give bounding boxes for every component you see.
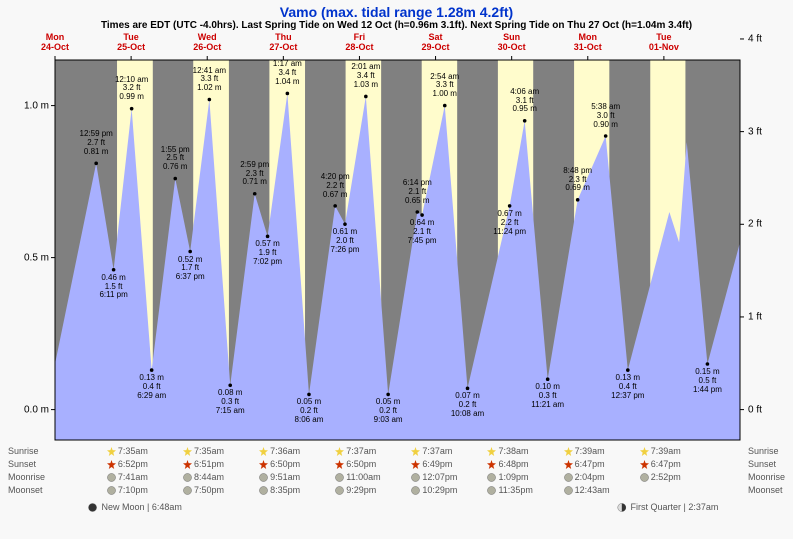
moon-phase-label: First Quarter | 2:37am (617, 502, 718, 512)
tide-annotation: 12:41 am3.3 ft1.02 m (193, 67, 226, 93)
y-label-ft: 4 ft (748, 33, 762, 44)
footer-value: 7:10pm (107, 485, 148, 495)
y-label-ft: 1 ft (748, 311, 762, 322)
footer-row-label: Moonrise (748, 472, 785, 482)
tide-annotation: 2:59 pm2.3 ft0.71 m (240, 161, 269, 187)
moon-phase-label: New Moon | 6:48am (88, 502, 182, 512)
tide-annotation: 4:20 pm2.2 ft0.67 m (321, 173, 350, 199)
footer-value: 11:35pm (487, 485, 532, 495)
tide-annotation: 2:54 am3.3 ft1.00 m (430, 73, 459, 99)
tide-annotation: 1:55 pm2.5 ft0.76 m (161, 146, 190, 172)
footer-value: 7:39am (640, 446, 681, 456)
y-label-ft: 0 ft (748, 404, 762, 415)
footer-value: 6:50pm (335, 459, 376, 469)
y-label-ft: 2 ft (748, 219, 762, 230)
tide-annotation: 0.07 m0.2 ft10:08 am (451, 392, 484, 418)
footer-value: 11:00am (335, 472, 380, 482)
footer-value: 7:38am (487, 446, 528, 456)
x-date-label: Thu27-Oct (269, 32, 297, 52)
x-date-label: Fri28-Oct (345, 32, 373, 52)
y-label-m: 0.5 m (15, 252, 49, 263)
footer-row-label: Sunset (748, 459, 776, 469)
footer-value: 7:35am (183, 446, 224, 456)
footer-value: 7:39am (564, 446, 605, 456)
x-date-label: Tue25-Oct (117, 32, 145, 52)
footer-value: 6:47pm (640, 459, 681, 469)
footer-value: 6:49pm (411, 459, 452, 469)
tide-annotation: 0.46 m1.5 ft6:11 pm (99, 274, 127, 300)
tide-annotation: 6:14 pm2.1 ft0.65 m (403, 179, 432, 205)
footer-value: 7:37am (335, 446, 376, 456)
footer-value: 6:47pm (564, 459, 605, 469)
footer-value: 7:37am (411, 446, 452, 456)
footer-value: 12:07pm (411, 472, 457, 482)
footer-value: 6:52pm (107, 459, 148, 469)
footer-value: 1:09pm (487, 472, 528, 482)
footer-value: 2:04pm (564, 472, 605, 482)
footer-row-label: Moonset (8, 485, 43, 495)
tide-annotation: 0.15 m0.5 ft1:44 pm (693, 368, 722, 394)
footer-value: 7:36am (259, 446, 300, 456)
tide-annotation: 0.13 m0.4 ft12:37 pm (611, 374, 644, 400)
x-date-label: Mon31-Oct (574, 32, 602, 52)
y-label-m: 0.0 m (15, 404, 49, 415)
x-date-label: Sun30-Oct (498, 32, 526, 52)
x-date-label: Sat29-Oct (422, 32, 450, 52)
footer-value: 12:43am (564, 485, 610, 495)
footer-value: 7:35am (107, 446, 148, 456)
tide-annotation: 12:59 pm2.7 ft0.81 m (79, 130, 112, 156)
footer-row-label: Sunrise (748, 446, 779, 456)
tide-annotation: 0.67 m2.2 ft11:24 pm (493, 210, 526, 236)
footer-value: 6:48pm (487, 459, 528, 469)
footer-value: 7:41am (107, 472, 148, 482)
footer-value: 7:50pm (183, 485, 224, 495)
tide-annotation: 1:17 am3.4 ft1.04 m (273, 60, 302, 86)
tide-annotation: 8:48 pm2.3 ft0.69 m (563, 167, 592, 193)
footer-value: 8:44am (183, 472, 224, 482)
tide-annotation: 0.13 m0.4 ft6:29 am (137, 374, 166, 400)
tide-annotation: 0.57 m1.9 ft7:02 pm (253, 240, 282, 266)
tide-annotation: 2:01 am3.4 ft1.03 m (351, 63, 380, 89)
x-date-label: Mon24-Oct (41, 32, 69, 52)
y-label-m: 1.0 m (15, 100, 49, 111)
footer-value: 9:29pm (335, 485, 376, 495)
footer-row-label: Moonrise (8, 472, 45, 482)
tide-annotation: 0.05 m0.2 ft8:06 am (295, 398, 324, 424)
footer-value: 6:51pm (183, 459, 224, 469)
tide-annotation: 5:38 am3.0 ft0.90 m (591, 103, 620, 129)
tide-annotation: 0.52 m1.7 ft6:37 pm (176, 256, 205, 282)
tide-annotation: 4:06 am3.1 ft0.95 m (510, 88, 539, 114)
tide-annotation: 0.10 m0.3 ft11:21 am (531, 383, 564, 409)
tide-annotation: 0.05 m0.2 ft9:03 am (374, 398, 403, 424)
footer-value: 9:51am (259, 472, 300, 482)
tide-annotation: 12:10 am3.2 ft0.99 m (115, 76, 148, 102)
footer-value: 10:29pm (411, 485, 457, 495)
x-date-label: Tue01-Nov (649, 32, 679, 52)
tide-annotation: 0.08 m0.3 ft7:15 am (216, 389, 245, 415)
tide-chart: Vamo (max. tidal range 1.28m 4.2ft) Time… (0, 0, 793, 539)
tide-annotation: 0.61 m2.0 ft7:26 pm (331, 228, 360, 254)
footer-value: 2:52pm (640, 472, 681, 482)
y-label-ft: 3 ft (748, 126, 762, 137)
footer-value: 6:50pm (259, 459, 300, 469)
tide-annotation: 0.64 m2.1 ft7:45 pm (408, 219, 437, 245)
x-date-label: Wed26-Oct (193, 32, 221, 52)
footer-row-label: Sunrise (8, 446, 39, 456)
footer-value: 8:35pm (259, 485, 300, 495)
footer-row-label: Moonset (748, 485, 783, 495)
footer-row-label: Sunset (8, 459, 36, 469)
